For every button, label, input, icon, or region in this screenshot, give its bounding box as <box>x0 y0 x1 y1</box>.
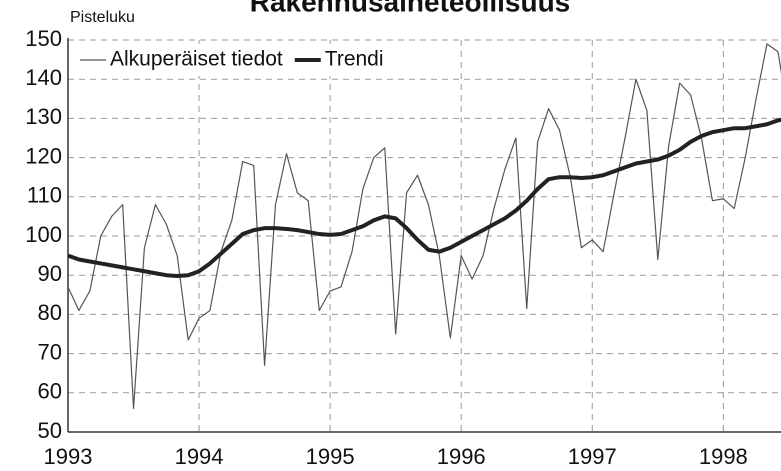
y-tick-label: 50 <box>38 418 62 443</box>
y-tick-label: 100 <box>25 222 62 247</box>
series-line <box>68 117 781 278</box>
x-tick-label: 1995 <box>306 444 355 469</box>
legend-label: Trendi <box>325 48 384 71</box>
x-tick-label: 1996 <box>437 444 486 469</box>
x-tick-label: 1994 <box>175 444 224 469</box>
y-tick-label: 60 <box>38 379 62 404</box>
x-tick-label: 1998 <box>699 444 748 469</box>
y-tick-label: 140 <box>25 65 62 90</box>
x-tick-label: 1993 <box>44 444 93 469</box>
y-axis-label: Pisteluku <box>70 9 135 26</box>
chart-title: Rakennusaineteollisuus <box>250 0 571 17</box>
y-tick-label: 90 <box>38 261 62 286</box>
x-tick-label: 1997 <box>568 444 617 469</box>
y-tick-label: 120 <box>25 143 62 168</box>
y-tick-label: 110 <box>27 183 62 208</box>
legend-label: Alkuperäiset tiedot <box>110 48 283 71</box>
series-line <box>68 43 781 410</box>
y-tick-label: 130 <box>25 104 62 129</box>
y-tick-label: 150 <box>25 26 62 51</box>
y-tick-label: 80 <box>38 300 62 325</box>
plot-area <box>68 43 781 410</box>
legend-box <box>74 44 404 76</box>
y-tick-label: 70 <box>38 339 62 364</box>
